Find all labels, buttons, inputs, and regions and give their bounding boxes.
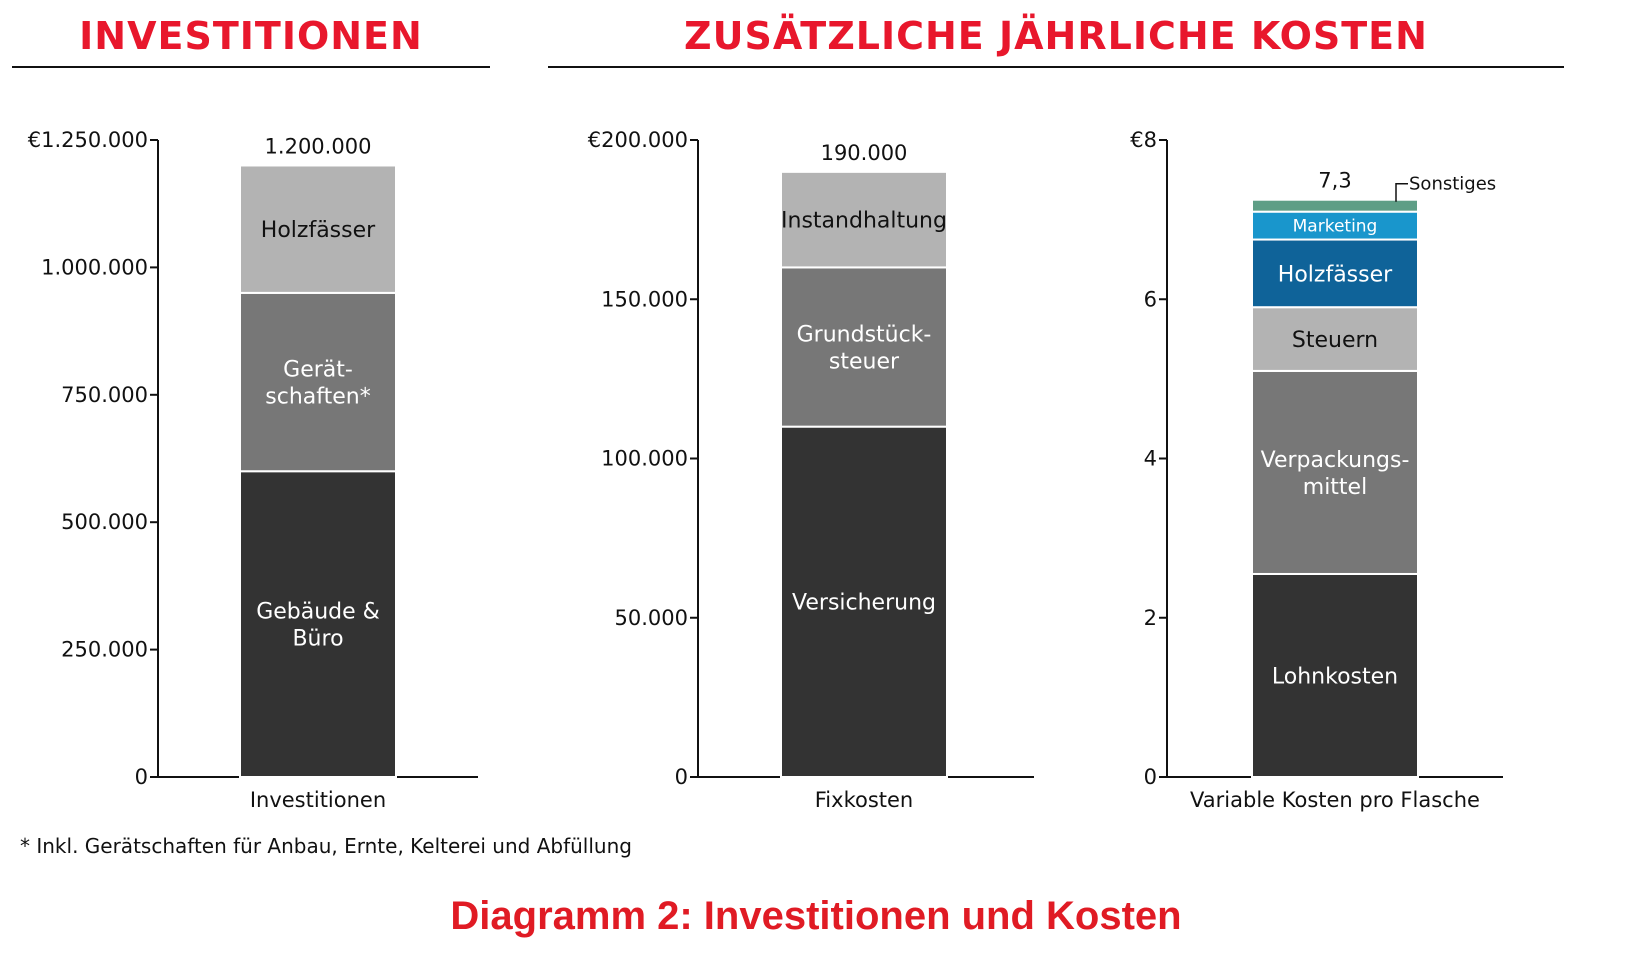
footnote: * Inkl. Gerätschaften für Anbau, Ernte, … — [20, 834, 632, 858]
y-tick-label: 2 — [1144, 606, 1157, 630]
total-label: 7,3 — [1318, 169, 1351, 193]
y-tick-label: 6 — [1144, 287, 1157, 311]
bar-segment-instandhaltung — [780, 170, 948, 269]
y-tick-label: €200.000 — [588, 128, 688, 152]
y-tick-label: €1.250.000 — [28, 128, 148, 152]
y-tick-label: 0 — [135, 765, 148, 789]
chart-1: 0 250.000 500.000 750.000 1.000.000 €1.250.00… — [28, 128, 478, 812]
y-tick-label: 1.000.000 — [41, 255, 148, 279]
bar-segment-versicherung — [780, 425, 948, 778]
callout-line-sonstiges — [1395, 182, 1408, 202]
segment-label-grundstuecksteuer: Grundstück- — [797, 322, 932, 347]
segment-label-instandhaltung: Instandhaltung — [781, 209, 947, 234]
chart-3: 0 2 4 6 €8 Lohnkosten Verpackungs-mittel Steuer… — [1130, 128, 1503, 812]
bar-segment-gebaeude-buero — [239, 470, 397, 778]
segment-label-gebaeude-buero: Büro — [292, 627, 343, 652]
bar-segment-holzfaesser — [239, 164, 397, 294]
segment-label-verpackungsmittel: Verpackungs- — [1261, 448, 1410, 473]
y-tick-label: 0 — [675, 765, 688, 789]
segment-label-lohnkosten: Lohnkosten — [1272, 664, 1398, 689]
segment-label-grundstuecksteuer: steuer — [829, 349, 900, 374]
bar-segment-steuern — [1251, 306, 1419, 372]
category-label: Investitionen — [250, 788, 386, 812]
y-tick-label: 150.000 — [601, 287, 688, 311]
y-tick-label: 250.000 — [61, 638, 148, 662]
y-tick-label: 100.000 — [601, 447, 688, 471]
bar-segment-holzfaesser — [1251, 238, 1419, 309]
chart-2: 0 50.000 100.000 150.000 €200.000 Versicherun… — [588, 128, 1034, 812]
segment-label-geraetschaften: Gerät- — [283, 357, 353, 382]
heading-rule-left — [12, 66, 490, 68]
bar-segment-lohnkosten — [1251, 572, 1419, 778]
segment-label-sonstiges: Sonstiges — [1409, 174, 1496, 195]
y-tick-label: 750.000 — [61, 383, 148, 407]
segment-label-gebaeude-buero: Gebäude & — [256, 600, 380, 625]
y-tick-label: 500.000 — [61, 510, 148, 534]
segment-label-holzfaesser: Holzfässer — [261, 218, 376, 243]
total-label: 1.200.000 — [265, 134, 372, 158]
segment-label-verpackungsmittel: mittel — [1303, 475, 1367, 500]
segment-label-steuern: Steuern — [1292, 328, 1378, 353]
bar-segment-sonstiges — [1251, 198, 1419, 213]
y-tick-label: 50.000 — [615, 606, 688, 630]
category-label: Variable Kosten pro Flasche — [1190, 788, 1480, 812]
segment-label-holzfaesser: Holzfässer — [1278, 262, 1393, 287]
segment-label-geraetschaften: schaften* — [265, 384, 370, 409]
bar-segment-marketing — [1251, 210, 1419, 241]
heading-rule-right — [548, 66, 1564, 68]
y-tick-label: €8 — [1130, 128, 1157, 152]
segment-label-versicherung: Versicherung — [792, 591, 936, 616]
total-label: 190.000 — [821, 141, 908, 165]
segment-label-marketing: Marketing — [1293, 217, 1378, 237]
y-tick-label: 4 — [1144, 447, 1157, 471]
heading-investitionen: INVESTITIONEN — [79, 14, 423, 58]
bar-segment-verpackungsmittel — [1251, 369, 1419, 575]
diagram-caption: Diagramm 2: Investitionen und Kosten — [450, 894, 1182, 938]
y-tick-label: 0 — [1144, 765, 1157, 789]
heading-zusaetzliche-kosten: ZUSÄTZLICHE JÄHRLICHE KOSTEN — [684, 14, 1428, 58]
category-label: Fixkosten — [815, 788, 913, 812]
bar-segment-grundstuecksteuer — [780, 266, 948, 428]
